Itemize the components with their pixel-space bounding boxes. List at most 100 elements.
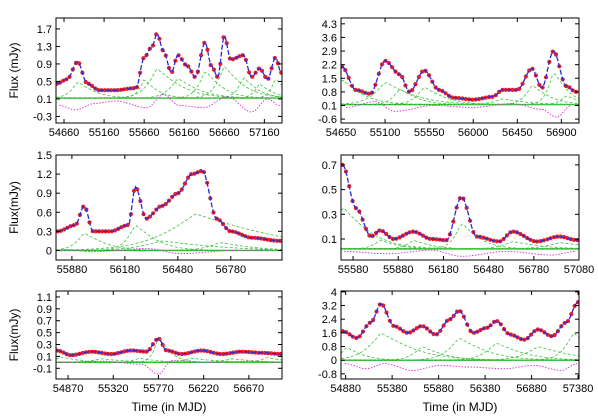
residual-series bbox=[344, 363, 578, 371]
x-tick-label: 56450 bbox=[502, 127, 533, 139]
flare-component bbox=[56, 213, 282, 251]
observed-point bbox=[434, 237, 439, 242]
y-tick-label: -0.3 bbox=[33, 111, 52, 123]
panel-top-left: 54660 55160 55660 56160 56660 57160 -0.3 0.1 0.5… bbox=[7, 17, 283, 139]
observed-point bbox=[80, 350, 85, 356]
y-tick-label: 4 bbox=[331, 287, 337, 299]
plot-area bbox=[341, 300, 579, 371]
observed-point bbox=[115, 351, 120, 356]
observed-point bbox=[122, 349, 127, 354]
residual-series bbox=[59, 94, 280, 113]
residual-series bbox=[344, 249, 576, 257]
x-tick-label: 57080 bbox=[564, 264, 595, 276]
x-tick-label: 56660 bbox=[209, 127, 240, 139]
observed-point bbox=[106, 229, 111, 234]
observed-point bbox=[477, 96, 482, 102]
observed-point bbox=[246, 235, 251, 240]
plot-area bbox=[341, 49, 579, 118]
flare-component bbox=[341, 338, 579, 361]
x-tick-label: 54660 bbox=[49, 127, 80, 139]
observed-point bbox=[456, 96, 462, 101]
observed-point bbox=[154, 32, 159, 37]
x-tick-label: 54870 bbox=[53, 383, 84, 395]
x-tick-label: 57380 bbox=[563, 383, 594, 395]
x-tick-label: 56160 bbox=[169, 127, 200, 139]
plot-frame bbox=[55, 290, 283, 380]
y-tick-label: 2.2 bbox=[322, 60, 337, 72]
flare-component bbox=[341, 223, 579, 250]
observed-point bbox=[463, 96, 468, 102]
x-tick-label: 56900 bbox=[546, 127, 577, 139]
model-series bbox=[56, 33, 282, 91]
flare-component bbox=[56, 240, 282, 251]
y-tick-label: 0.7 bbox=[322, 160, 337, 172]
x-tick-label: 55160 bbox=[89, 127, 120, 139]
y-tick-label: 3.6 bbox=[322, 32, 337, 44]
model-series bbox=[342, 301, 579, 341]
x-axis-label: Time (in MJD) bbox=[132, 400, 207, 414]
observed-point bbox=[470, 97, 475, 102]
observed-point bbox=[279, 70, 282, 75]
plot-area bbox=[56, 32, 282, 113]
x-tick-label: 56780 bbox=[216, 264, 247, 276]
y-tick-label: 0.5 bbox=[37, 328, 52, 340]
y-tick-label: 2.9 bbox=[322, 46, 337, 58]
y-tick-label: 0.8 bbox=[322, 87, 337, 99]
flare-component bbox=[56, 358, 282, 363]
x-tick-label: 56220 bbox=[188, 383, 219, 395]
x-tick-label: 56480 bbox=[163, 264, 194, 276]
x-tick-label: 55320 bbox=[98, 383, 129, 395]
x-tick-label: 54650 bbox=[326, 127, 357, 139]
x-tick-label: 56780 bbox=[519, 264, 550, 276]
residual-series bbox=[57, 360, 281, 375]
observed-point bbox=[186, 351, 191, 356]
flare-component bbox=[56, 242, 282, 251]
observed-point bbox=[186, 64, 191, 69]
observed-point bbox=[550, 49, 555, 54]
observed-point bbox=[231, 57, 236, 62]
observed-point bbox=[408, 330, 413, 335]
y-tick-label: -0.8 bbox=[318, 369, 337, 381]
y-tick-label: 4.3 bbox=[322, 19, 337, 31]
x-tick-label: 55880 bbox=[423, 383, 454, 395]
observed-point bbox=[199, 53, 204, 58]
y-tick-label: 0.3 bbox=[37, 340, 52, 352]
y-tick-label: 0.3 bbox=[37, 226, 52, 238]
flare-component bbox=[56, 79, 282, 99]
y-tick-label: 0.1 bbox=[37, 351, 52, 363]
y-tick-label: 0.9 bbox=[37, 188, 52, 200]
x-tick-label: 54880 bbox=[330, 383, 361, 395]
flare-component bbox=[341, 85, 579, 105]
observed-point bbox=[269, 351, 274, 356]
panel-top-right: 54650 55100 55550 56000 56450 56900 -0.60.1 0.8… bbox=[318, 17, 580, 139]
panel-middle-right: 55580 55880 56180 56480 56780 57080 0.1 0.3 0.5 0… bbox=[322, 154, 595, 276]
y-tick-label: 3.2 bbox=[322, 301, 337, 313]
panel-bottom-left: 54870 55320 55770 56220 56670-0.10.10.30.50.… bbox=[7, 290, 283, 414]
observed-point bbox=[109, 88, 114, 93]
observed-point bbox=[240, 349, 245, 354]
x-tick-label: 55770 bbox=[143, 383, 174, 395]
observed-point bbox=[511, 229, 516, 234]
plot-area bbox=[56, 169, 282, 255]
x-tick-label: 56000 bbox=[458, 127, 489, 139]
observed-point bbox=[86, 349, 92, 354]
observed-point bbox=[74, 352, 79, 357]
y-axis-label: Flux(mJy) bbox=[7, 309, 21, 362]
observed-point bbox=[157, 336, 162, 342]
y-tick-label: 0.7 bbox=[37, 316, 52, 328]
flare-component bbox=[341, 87, 579, 105]
observed-point bbox=[96, 88, 101, 93]
x-tick-label: 56480 bbox=[473, 264, 504, 276]
y-axis-label: Flux (mJy) bbox=[7, 43, 21, 99]
model-series bbox=[341, 50, 577, 101]
x-tick-label: 55380 bbox=[377, 383, 408, 395]
flare-component bbox=[341, 242, 579, 250]
y-tick-label: 1.2 bbox=[37, 169, 52, 181]
observed-point bbox=[67, 353, 72, 358]
model-series bbox=[57, 170, 281, 242]
y-tick-label: 1.6 bbox=[322, 328, 337, 340]
observed-point bbox=[170, 69, 175, 74]
observed-point bbox=[221, 35, 226, 40]
observed-point bbox=[100, 229, 105, 234]
observed-point bbox=[109, 351, 114, 357]
